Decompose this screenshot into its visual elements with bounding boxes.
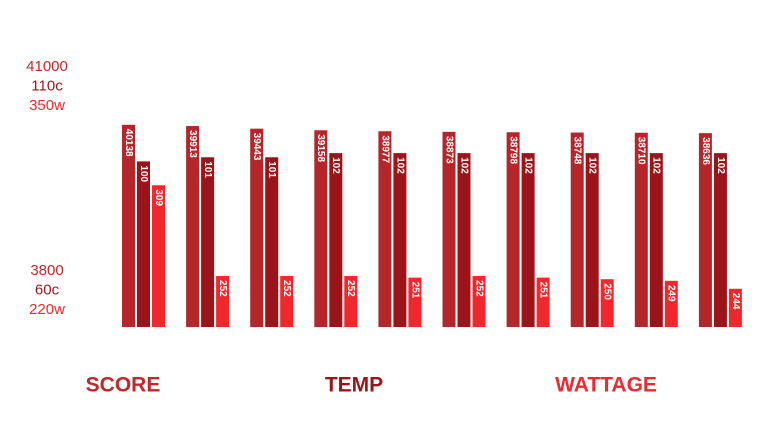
y-tick-label: 350w <box>29 97 65 114</box>
bar <box>329 153 343 327</box>
value-label: 38873 <box>443 136 454 164</box>
value-label: 252 <box>217 280 228 297</box>
value-label: 102 <box>587 157 598 174</box>
bar <box>186 126 200 327</box>
value-label: 102 <box>715 157 726 174</box>
value-label: 102 <box>651 157 662 174</box>
bar <box>472 276 486 327</box>
value-label: 100 <box>138 165 149 182</box>
bar <box>521 153 535 327</box>
value-label: 252 <box>345 280 356 297</box>
bar <box>216 276 230 327</box>
value-label: 252 <box>473 280 484 297</box>
bar <box>698 133 712 327</box>
bar <box>314 130 328 327</box>
bar <box>152 185 165 327</box>
value-label: 251 <box>537 282 548 299</box>
value-label: 38636 <box>700 137 711 165</box>
value-label: 250 <box>602 283 613 300</box>
bar <box>506 132 520 327</box>
bar <box>585 153 599 327</box>
value-label: 244 <box>730 293 741 310</box>
value-label: 39913 <box>187 130 198 158</box>
value-label: 39158 <box>315 134 326 162</box>
bar <box>265 157 279 327</box>
value-label: 102 <box>330 157 341 174</box>
value-label: 38798 <box>507 136 518 164</box>
value-label: 38748 <box>572 137 583 165</box>
bar <box>122 124 135 327</box>
value-label: 252 <box>281 280 292 297</box>
bar <box>393 153 407 327</box>
y-tick-label: 41000 <box>26 58 68 75</box>
value-label: 38977 <box>379 135 390 163</box>
value-label: 101 <box>202 161 213 178</box>
value-label: 309 <box>153 189 164 206</box>
value-label: 101 <box>266 161 277 178</box>
value-label: 102 <box>522 157 533 174</box>
legend-label: WATTAGE <box>555 374 657 397</box>
bar <box>280 276 294 327</box>
bar <box>536 277 550 327</box>
bar <box>250 128 264 327</box>
y-tick-label: 3800 <box>30 262 63 279</box>
bar <box>570 132 584 327</box>
y-tick-label: 220w <box>29 301 65 318</box>
bar <box>408 277 422 327</box>
bar <box>442 131 456 327</box>
legend-label: TEMP <box>325 374 383 397</box>
bar <box>378 131 392 327</box>
value-label: 38710 <box>636 137 647 165</box>
bar <box>344 276 358 327</box>
bar <box>137 161 150 327</box>
bar <box>713 153 727 327</box>
bar <box>728 288 742 327</box>
value-label: 251 <box>409 282 420 299</box>
bar <box>600 279 614 327</box>
y-tick-label: 110c <box>31 77 63 94</box>
value-label: 102 <box>394 157 405 174</box>
value-label: 102 <box>458 157 469 174</box>
value-label: 40138 <box>123 129 134 157</box>
bar <box>649 153 663 327</box>
bar <box>634 132 648 327</box>
bar <box>664 280 678 327</box>
y-tick-label: 60c <box>35 281 60 298</box>
value-label: 39443 <box>251 133 262 161</box>
value-label: 249 <box>666 285 677 302</box>
bar <box>457 153 471 327</box>
legend-label: SCORE <box>86 374 161 397</box>
bar <box>201 157 215 327</box>
